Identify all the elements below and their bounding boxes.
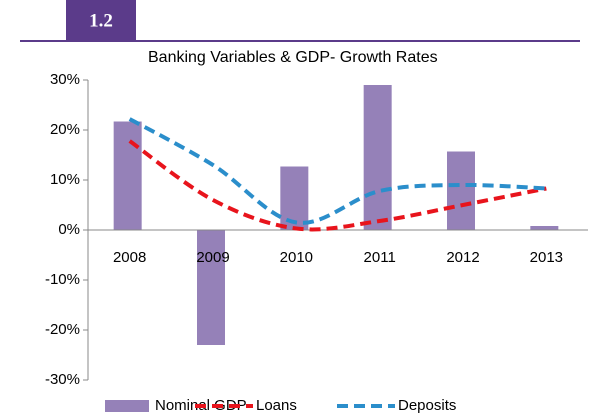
bar <box>363 85 392 230</box>
x-tick-label: 2012 <box>446 249 479 266</box>
bar <box>280 166 309 230</box>
y-tick-label: -30% <box>45 371 80 388</box>
line-series <box>128 139 547 232</box>
y-tick-label: 0% <box>58 221 80 238</box>
y-tick-label: 10% <box>50 171 80 188</box>
y-tick-label: 30% <box>50 71 80 88</box>
y-tick-label: 20% <box>50 121 80 138</box>
legend-label: Loans <box>256 397 297 414</box>
badge: 1.2 <box>89 10 113 31</box>
x-tick-label: 2013 <box>530 249 563 266</box>
x-tick-label: 2009 <box>196 249 229 266</box>
x-tick-label: 2010 <box>280 249 313 266</box>
chart-title: Banking Variables & GDP- Growth Rates <box>148 49 438 66</box>
bar <box>197 230 225 345</box>
legend-swatch <box>105 400 149 412</box>
legend-label: Deposits <box>398 397 456 414</box>
x-tick-label: 2008 <box>113 249 146 266</box>
bar <box>447 151 475 230</box>
y-tick-label: -20% <box>45 321 80 338</box>
badge-box <box>66 0 136 42</box>
line-series <box>128 117 547 225</box>
y-tick-label: -10% <box>45 271 80 288</box>
x-tick-label: 2011 <box>364 249 396 266</box>
bar <box>113 121 142 230</box>
bar <box>530 226 559 230</box>
